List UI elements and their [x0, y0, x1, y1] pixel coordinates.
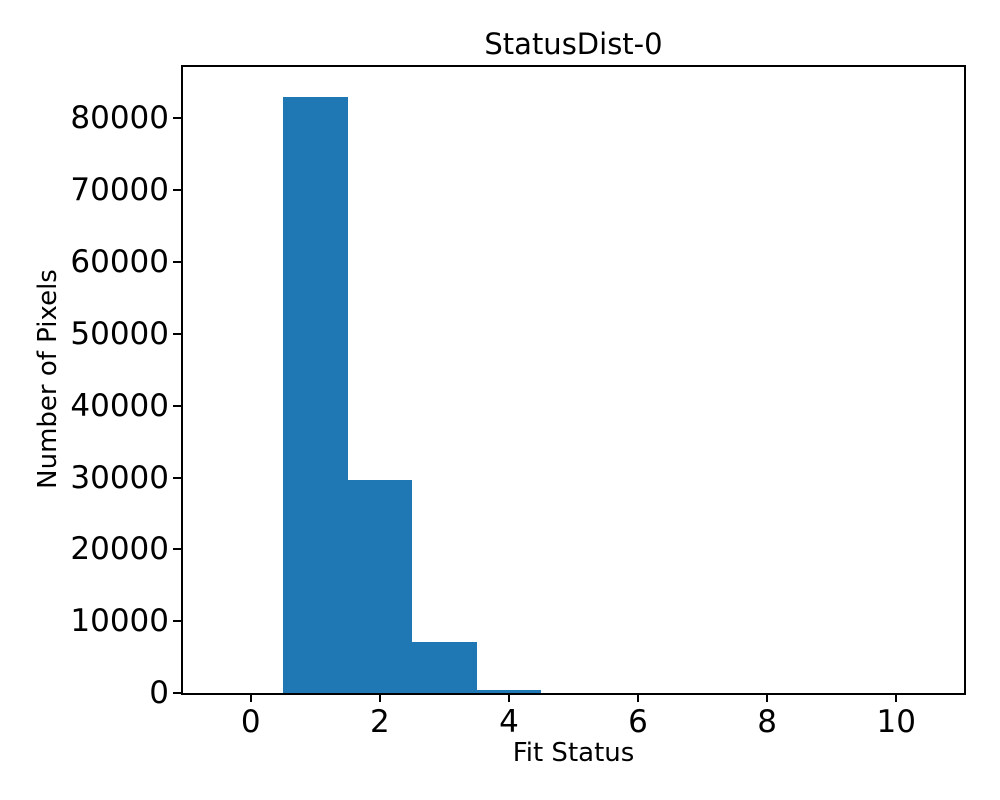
y-tick-label: 60000	[70, 244, 169, 281]
x-tick-mark	[249, 695, 252, 702]
x-tick-mark	[507, 695, 510, 702]
y-tick-label: 80000	[70, 100, 169, 137]
x-tick-label: 6	[628, 704, 648, 740]
chart-title: StatusDist-0	[484, 27, 663, 61]
y-tick-mark	[173, 404, 181, 407]
y-tick-mark	[173, 620, 181, 623]
y-tick-mark	[173, 117, 181, 120]
y-tick-label: 0	[149, 675, 169, 711]
y-tick-label: 70000	[70, 172, 169, 209]
y-tick-mark	[173, 692, 181, 694]
y-tick-mark	[173, 189, 181, 192]
y-tick-mark	[173, 261, 181, 264]
x-tick-mark	[378, 695, 381, 702]
x-tick-mark	[766, 695, 769, 702]
plot-area	[181, 65, 966, 695]
y-tick-label: 30000	[70, 459, 169, 496]
histogram-bar	[283, 96, 348, 693]
x-tick-label: 0	[240, 704, 261, 740]
y-tick-label: 50000	[70, 315, 169, 352]
y-axis-label: Number of Pixels	[33, 269, 63, 489]
y-tick-mark	[173, 476, 181, 479]
x-tick-label: 10	[876, 704, 916, 740]
x-tick-label: 8	[757, 704, 777, 740]
y-tick-label: 10000	[70, 603, 169, 640]
histogram-bar	[347, 480, 413, 693]
histogram-bar	[476, 690, 542, 693]
x-tick-mark	[895, 695, 898, 702]
y-tick-label: 20000	[70, 531, 169, 568]
y-tick-mark	[173, 332, 181, 335]
x-tick-label: 2	[369, 704, 390, 740]
x-tick-label: 4	[499, 704, 519, 740]
histogram-bar	[412, 642, 477, 693]
x-axis-label: Fit Status	[512, 738, 635, 768]
x-tick-mark	[637, 695, 640, 702]
y-tick-mark	[173, 548, 181, 551]
y-tick-label: 40000	[70, 387, 169, 424]
